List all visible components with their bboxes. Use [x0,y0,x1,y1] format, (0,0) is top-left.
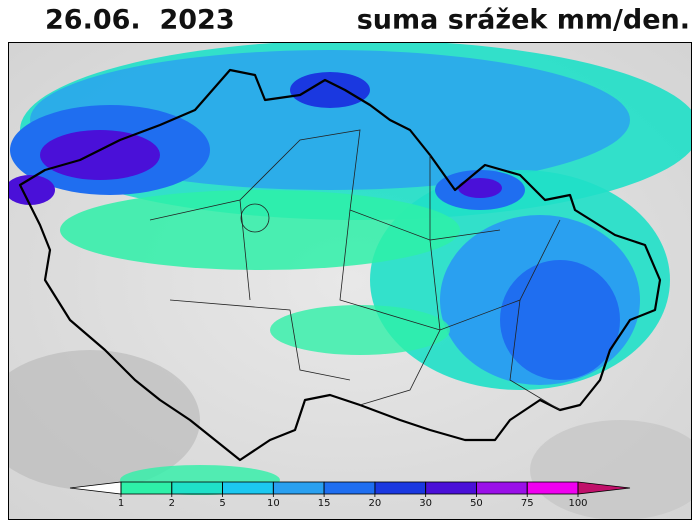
legend-tick-label: 5 [219,498,225,509]
legend-tick-label: 30 [419,498,432,509]
legend-tick-label: 100 [568,498,587,509]
legend-swatch [272,481,325,495]
legend-swatch [323,481,376,495]
map [8,42,692,520]
legend-swatch [171,481,223,495]
legend-swatch [374,481,427,495]
legend-tick-label: 15 [318,498,331,509]
legend-tick-label: 2 [169,498,175,509]
legend-swatch [425,481,477,495]
legend-tick-label: 20 [369,498,382,509]
legend-tick-label: 75 [521,498,534,509]
legend-swatch [222,481,274,495]
legend-tick-label: 1 [118,498,124,509]
legend-tick-label: 10 [267,498,280,509]
title: suma srážek mm/den. [357,5,690,36]
legend-tick-label: 50 [470,498,483,509]
legend-swatch [476,481,528,495]
color-legend: 1 2 5 10 15 20 30 50 75 100 [69,481,631,509]
date: 26.06. 2023 [45,5,235,36]
legend-swatch [526,481,579,495]
legend-swatch [120,481,173,495]
